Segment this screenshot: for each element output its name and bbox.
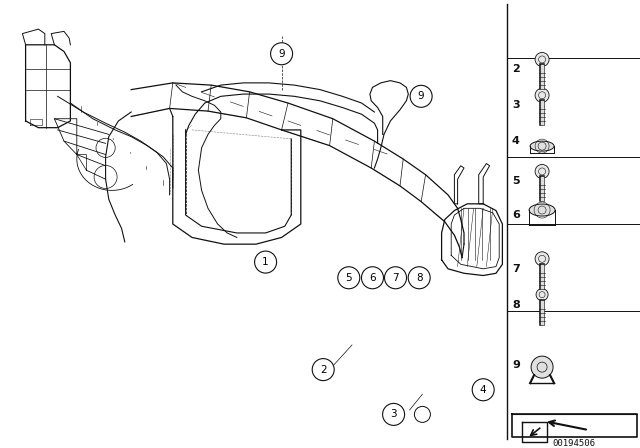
- Circle shape: [410, 85, 432, 108]
- Text: 3: 3: [390, 409, 397, 419]
- Circle shape: [535, 252, 549, 266]
- Circle shape: [385, 267, 406, 289]
- Text: 4: 4: [512, 136, 520, 146]
- Text: 7: 7: [392, 273, 399, 283]
- Text: 9: 9: [418, 91, 424, 101]
- Circle shape: [271, 43, 292, 65]
- Text: 8: 8: [512, 300, 520, 310]
- Text: 9: 9: [512, 360, 520, 370]
- Circle shape: [408, 267, 430, 289]
- Circle shape: [536, 289, 548, 301]
- Ellipse shape: [530, 141, 554, 151]
- Text: 8: 8: [416, 273, 422, 283]
- Text: 6: 6: [512, 210, 520, 220]
- Circle shape: [338, 267, 360, 289]
- Text: 4: 4: [480, 385, 486, 395]
- Circle shape: [531, 356, 553, 378]
- Circle shape: [472, 379, 494, 401]
- Text: 9: 9: [278, 49, 285, 59]
- Circle shape: [312, 358, 334, 381]
- Text: 2: 2: [512, 65, 520, 74]
- Text: 6: 6: [369, 273, 376, 283]
- Text: 1: 1: [262, 257, 269, 267]
- Text: 2: 2: [320, 365, 326, 375]
- Circle shape: [362, 267, 383, 289]
- Circle shape: [255, 251, 276, 273]
- Text: 7: 7: [512, 264, 520, 274]
- Text: 3: 3: [512, 100, 520, 110]
- Text: 00194506: 00194506: [552, 439, 596, 448]
- Circle shape: [535, 88, 549, 102]
- Text: 5: 5: [346, 273, 352, 283]
- Circle shape: [535, 164, 549, 178]
- Ellipse shape: [529, 204, 555, 216]
- Circle shape: [383, 403, 404, 426]
- Circle shape: [535, 52, 549, 66]
- Text: 5: 5: [512, 177, 520, 186]
